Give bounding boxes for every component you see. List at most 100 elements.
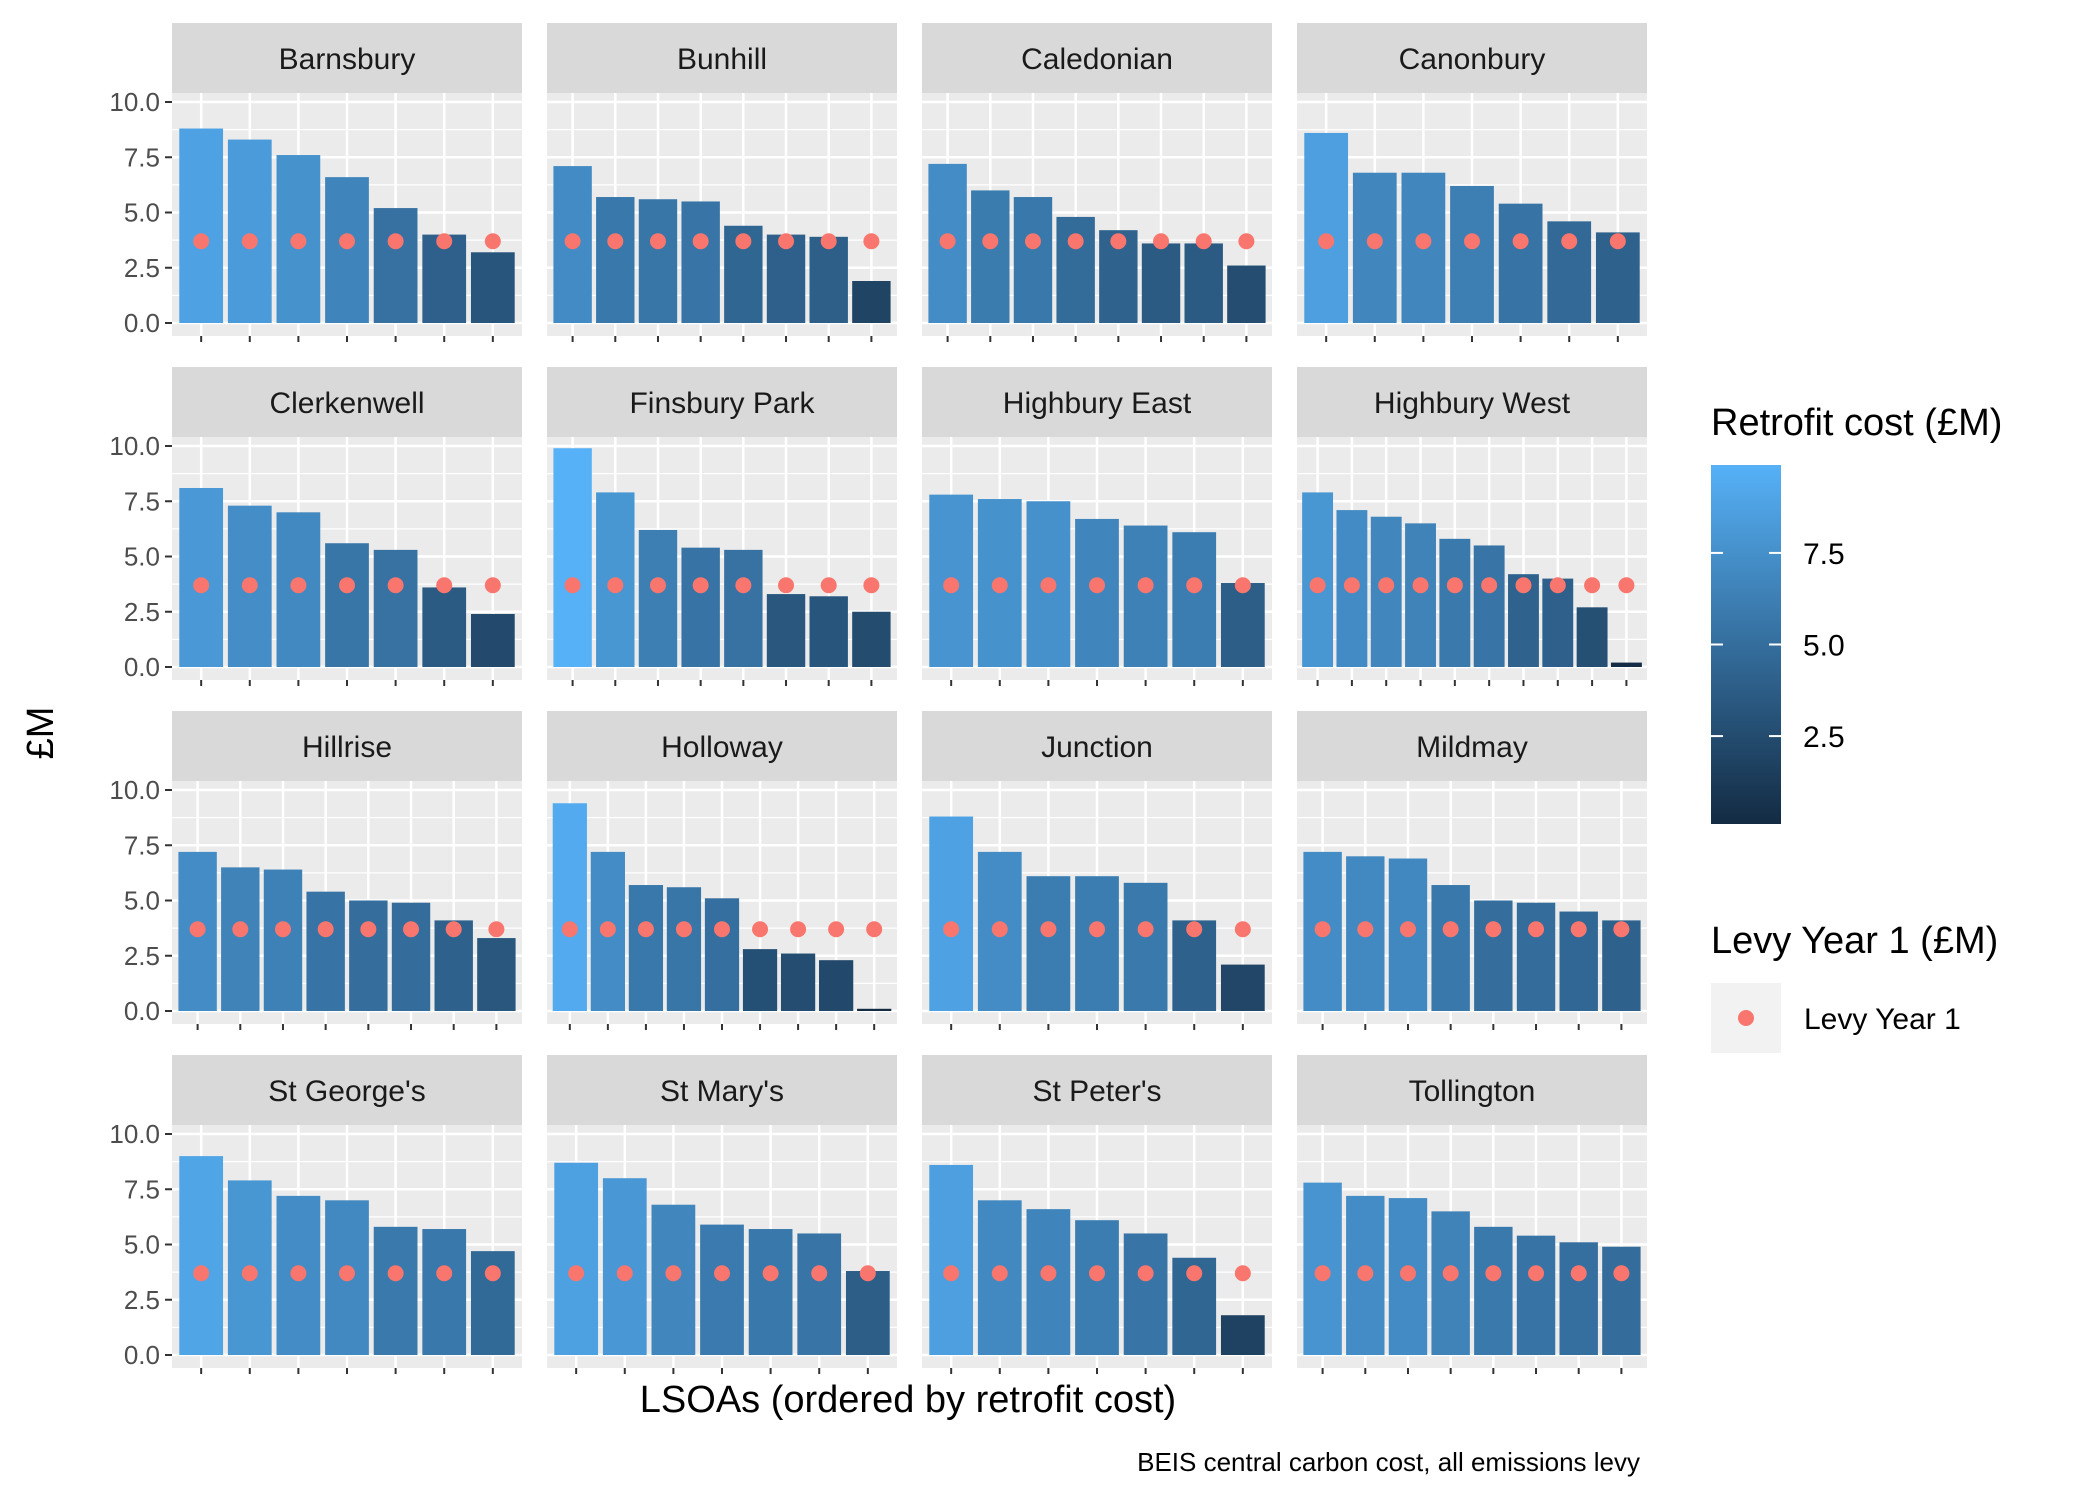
- levy-point: [189, 921, 206, 938]
- levy-point: [1089, 921, 1105, 938]
- bar: [1075, 1220, 1119, 1355]
- levy-point: [193, 577, 210, 594]
- facet-bunhill: Bunhill: [547, 23, 897, 342]
- bar: [596, 197, 635, 323]
- bar: [1610, 662, 1642, 667]
- levy-point: [484, 577, 501, 594]
- bar: [306, 891, 345, 1011]
- bar: [179, 128, 224, 323]
- levy-point: [778, 233, 795, 250]
- facet-strip-label: Caledonian: [1021, 43, 1173, 76]
- facet-strip: [172, 367, 522, 437]
- bar: [780, 953, 816, 1011]
- y-tick-label: 2.5: [124, 253, 160, 283]
- levy-point: [387, 577, 404, 594]
- levy-point: [387, 233, 404, 250]
- bar: [852, 281, 891, 323]
- bar: [1220, 964, 1265, 1011]
- levy-point: [1399, 1265, 1416, 1282]
- facet-mildmay: Mildmay: [1297, 711, 1647, 1030]
- levy-point: [665, 1265, 682, 1282]
- y-tick-label: 10.0: [109, 775, 160, 805]
- bar: [325, 543, 369, 667]
- fill-legend-title: Retrofit cost (£M): [1711, 402, 2002, 444]
- levy-point: [193, 1265, 210, 1282]
- bar: [929, 816, 974, 1011]
- facet-st-mary-s: St Mary's: [547, 1055, 897, 1374]
- bar: [1026, 1209, 1071, 1355]
- bar: [1450, 185, 1494, 323]
- bar: [1516, 1235, 1556, 1355]
- bar: [477, 938, 516, 1011]
- levy-point: [943, 577, 960, 594]
- levy-point: [1343, 577, 1360, 594]
- bar: [766, 234, 806, 323]
- levy-point: [1442, 921, 1459, 938]
- bar: [1474, 1226, 1513, 1355]
- bar: [373, 1226, 418, 1355]
- levy-point: [1186, 577, 1203, 594]
- levy-point: [1067, 233, 1084, 250]
- y-tick-label: 5.0: [124, 886, 160, 916]
- facet-strip: [547, 367, 897, 437]
- facet-clerkenwell: Clerkenwell 0.0 2.5 5.0 7.5 10.0: [109, 367, 522, 686]
- levy-point: [866, 921, 883, 938]
- levy-point: [1234, 1265, 1251, 1282]
- levy-point: [1549, 577, 1566, 594]
- levy-point: [649, 577, 666, 594]
- levy-point: [820, 233, 837, 250]
- levy-point: [1186, 921, 1203, 938]
- levy-point: [649, 233, 666, 250]
- bar: [809, 596, 848, 667]
- bar: [373, 208, 418, 323]
- levy-point: [1446, 577, 1463, 594]
- levy-point: [1561, 233, 1578, 250]
- bar: [857, 1008, 892, 1011]
- facet-strip-label: Tollington: [1409, 1075, 1536, 1108]
- x-axis-title: LSOAs (ordered by retrofit cost): [640, 1379, 1176, 1421]
- bar: [552, 803, 587, 1011]
- bar: [1474, 900, 1513, 1011]
- facet-caledonian: Caledonian: [922, 23, 1272, 342]
- levy-point: [863, 577, 880, 594]
- bar: [1542, 578, 1574, 667]
- levy-point: [317, 921, 334, 938]
- facet-strip: [172, 1055, 522, 1125]
- levy-point: [241, 1265, 258, 1282]
- levy-point: [1357, 921, 1374, 938]
- facet-barnsbury: Barnsbury 0.0 2.5 5.0 7.5 10.0: [109, 23, 522, 342]
- bar: [554, 1162, 599, 1355]
- bar: [422, 234, 467, 323]
- levy-point: [859, 1265, 876, 1282]
- point-legend-title: Levy Year 1 (£M): [1711, 920, 1998, 962]
- levy-point: [1485, 1265, 1502, 1282]
- levy-point: [616, 1265, 633, 1282]
- levy-point: [1528, 921, 1545, 938]
- bar: [349, 900, 388, 1011]
- y-tick-label: 10.0: [109, 431, 160, 461]
- facet-holloway: Holloway: [547, 711, 897, 1030]
- levy-point: [1040, 1265, 1057, 1282]
- y-tick-label: 10.0: [109, 1119, 160, 1149]
- facet-strip: [547, 1055, 897, 1125]
- levy-point: [436, 577, 453, 594]
- bar: [1220, 1315, 1265, 1355]
- bar: [1123, 882, 1168, 1011]
- bar: [1602, 1246, 1641, 1355]
- levy-point: [561, 921, 578, 938]
- facet-strip: [922, 711, 1272, 781]
- y-tick-label: 10.0: [109, 87, 160, 117]
- levy-point: [445, 921, 462, 938]
- bar: [1184, 243, 1223, 323]
- bar: [1516, 902, 1556, 1011]
- y-tick-label: 5.0: [124, 1230, 160, 1260]
- levy-point: [1464, 233, 1480, 250]
- levy-point: [1040, 577, 1057, 594]
- levy-point: [1186, 1265, 1203, 1282]
- levy-point: [484, 1265, 501, 1282]
- bar: [845, 1271, 890, 1355]
- bar: [553, 448, 592, 667]
- y-tick-label: 7.5: [124, 486, 160, 516]
- levy-point: [1195, 233, 1212, 250]
